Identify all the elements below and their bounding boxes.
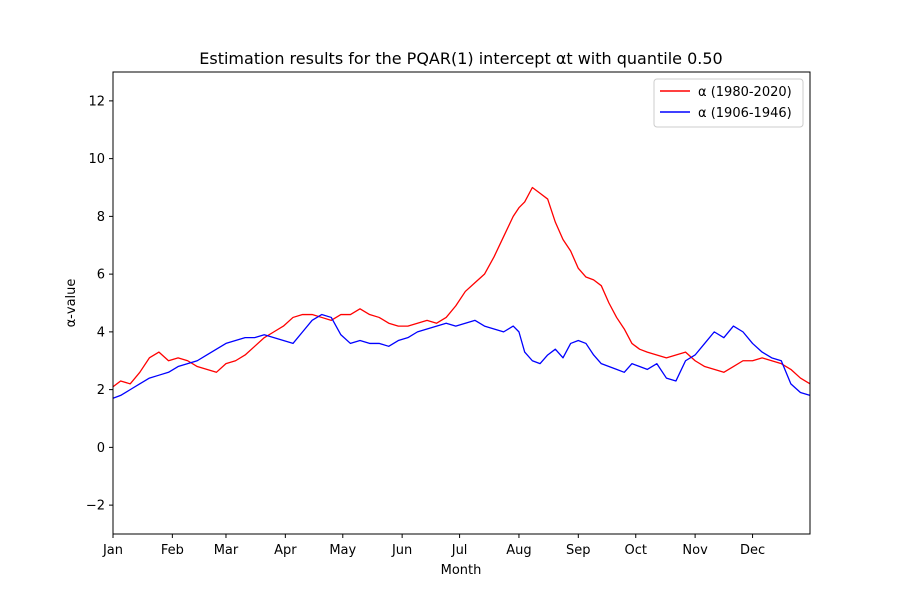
series-line-1906-1946: [112, 313, 811, 399]
series-layer: [112, 186, 811, 399]
x-tick-label-mar: Mar: [214, 543, 239, 558]
y-axis-label: α-value: [64, 279, 79, 328]
x-tick-label-aug: Aug: [506, 543, 531, 558]
plot-frame: [112, 71, 811, 535]
series-line-1980-2020: [112, 186, 811, 388]
y-tick-label-4: 4: [97, 325, 105, 340]
y-tick-label-10: 10: [88, 152, 105, 167]
x-tick-label-jun: Jun: [391, 543, 412, 558]
x-tick-label-apr: Apr: [274, 543, 297, 558]
x-tick-label-dec: Dec: [740, 543, 765, 558]
x-tick-label-sep: Sep: [566, 543, 591, 558]
x-axis: Jan Feb Mar Apr May Jun Jul Aug Sep Oct Nov Dec: [102, 534, 765, 558]
y-tick-label-12: 12: [88, 94, 105, 109]
legend-box: [653, 78, 804, 128]
x-tick-label-jan: Jan: [102, 543, 123, 558]
y-axis: −2 0 2 4 6 8 10 12: [86, 94, 113, 514]
chart-title: Estimation results for the PQAR(1) inter…: [199, 49, 722, 68]
x-tick-label-jul: Jul: [451, 543, 468, 558]
x-tick-label-nov: Nov: [682, 543, 708, 558]
x-axis-label: Month: [441, 563, 482, 578]
y-tick-label-8: 8: [97, 210, 105, 225]
legend-label-1906-1946: α (1906-1946): [698, 106, 792, 121]
x-tick-label-feb: Feb: [161, 543, 184, 558]
y-tick-label-0: 0: [97, 441, 105, 456]
y-tick-label-2: 2: [97, 383, 105, 398]
x-tick-label-oct: Oct: [625, 543, 647, 558]
legend-label-1980-2020: α (1980-2020): [698, 85, 792, 100]
legend: α (1980-2020) α (1906-1946): [653, 78, 804, 128]
y-tick-label-6: 6: [97, 268, 105, 283]
y-tick-label--2: −2: [86, 499, 105, 514]
x-tick-label-may: May: [329, 543, 356, 558]
